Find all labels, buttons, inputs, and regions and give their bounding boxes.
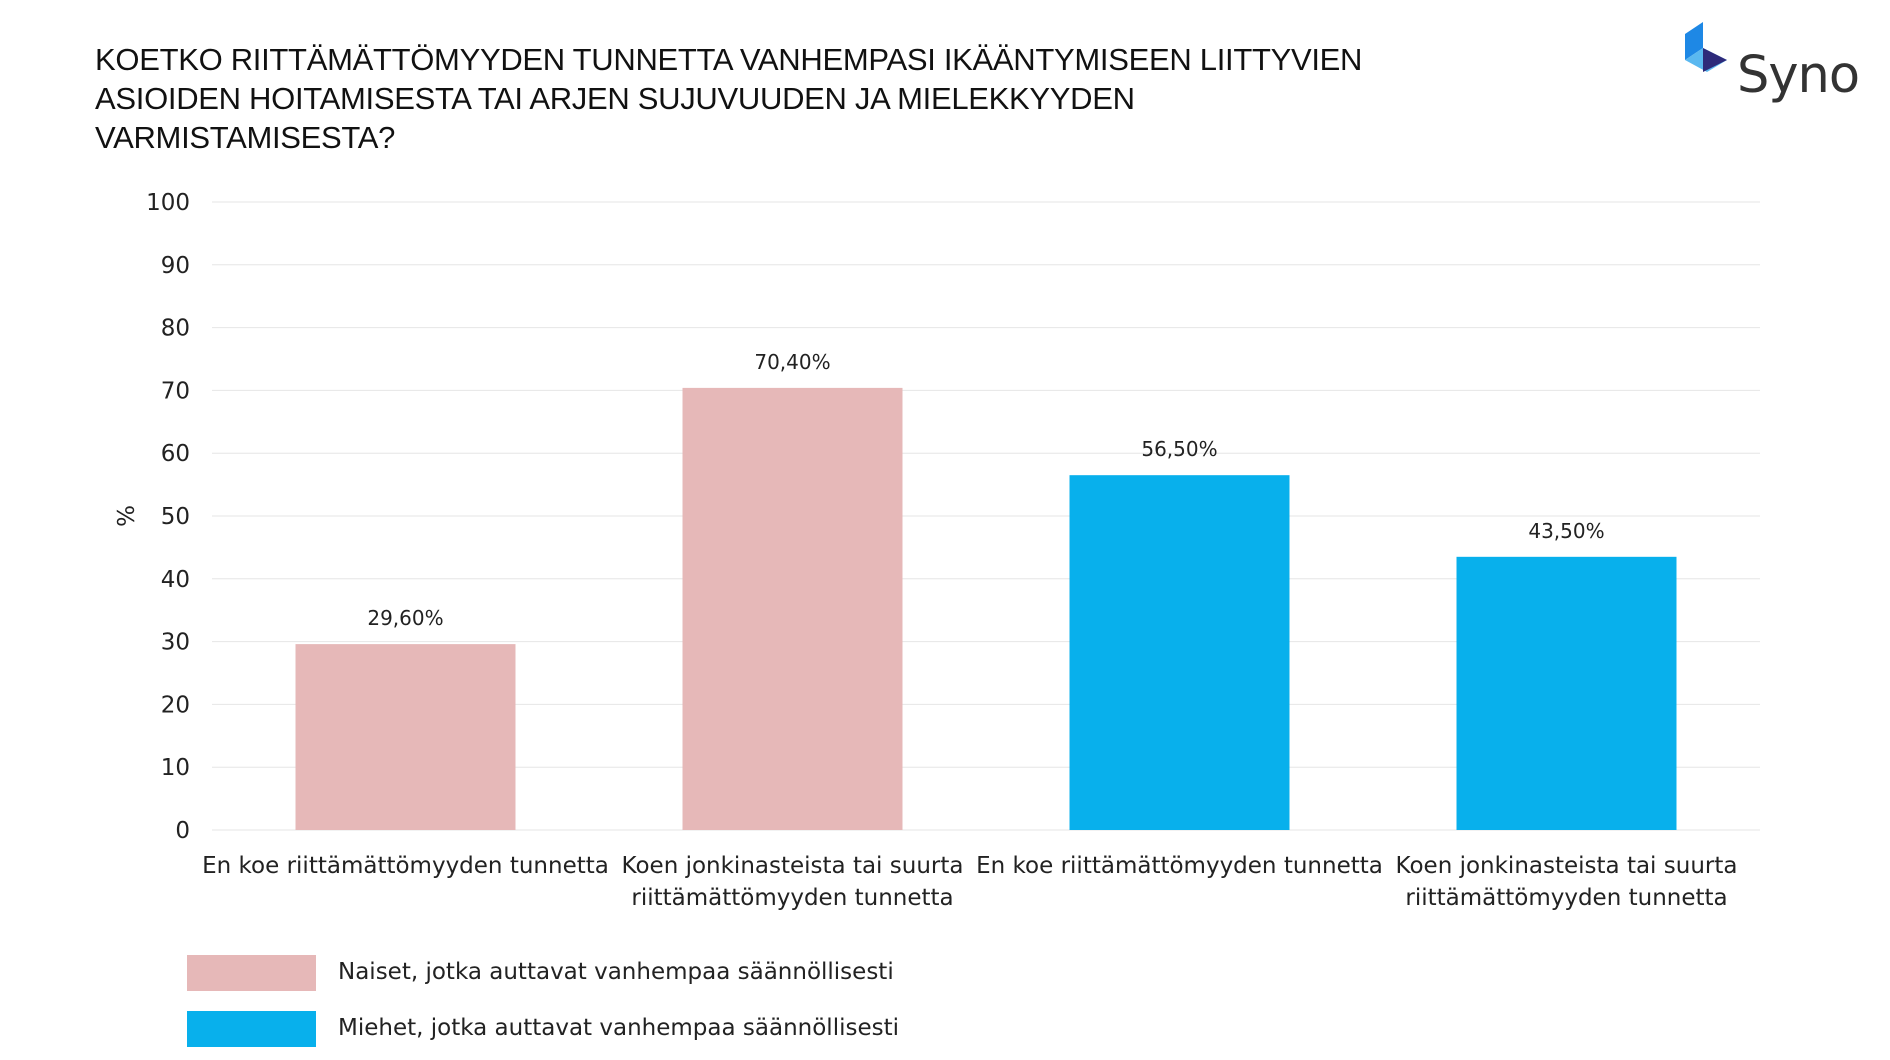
y-tick-label: 100: [146, 190, 190, 216]
y-tick-label: 10: [161, 755, 190, 781]
chart-title-line: VARMISTAMISESTA?: [95, 120, 396, 155]
syno-logo: Syno: [1685, 18, 1860, 108]
bar: [682, 387, 903, 830]
y-axis-label: %: [114, 505, 140, 527]
legend-swatch-naiset: [187, 955, 316, 991]
data-label: 70,40%: [754, 350, 830, 374]
y-tick-label: 80: [161, 316, 190, 342]
y-tick-label: 90: [161, 253, 190, 279]
y-tick-label: 30: [161, 630, 190, 656]
chart-title-line: KOETKO RIITTÄMÄTTÖMYYDEN TUNNETTA VANHEM…: [95, 42, 1363, 77]
legend-swatch-miehet: [187, 1011, 316, 1047]
x-tick-label: riittämättömyyden tunnetta: [1405, 885, 1727, 911]
x-tick-label: En koe riittämättömyyden tunnetta: [976, 853, 1383, 879]
legend-label-naiset: Naiset, jotka auttavat vanhempaa säännöl…: [338, 959, 894, 985]
y-tick-label: 20: [161, 692, 190, 718]
x-tick-label: riittämättömyyden tunnetta: [631, 885, 953, 911]
y-tick-label: 70: [161, 378, 190, 404]
x-tick-label: Koen jonkinasteista tai suurta: [622, 853, 964, 879]
data-label: 29,60%: [367, 606, 443, 630]
y-tick-label: 40: [161, 567, 190, 593]
y-tick-label: 50: [161, 504, 190, 530]
chart-title-line: ASIOIDEN HOITAMISESTA TAI ARJEN SUJUVUUD…: [95, 81, 1135, 116]
syno-cube-logo-icon: [1685, 22, 1727, 72]
data-label: 43,50%: [1528, 519, 1604, 543]
legend-label-miehet: Miehet, jotka auttavat vanhempaa säännöl…: [338, 1015, 899, 1041]
y-tick-label: 0: [175, 818, 190, 844]
bar: [295, 644, 516, 830]
bar: [1456, 556, 1677, 830]
x-tick-label: Koen jonkinasteista tai suurta: [1396, 853, 1738, 879]
data-label: 56,50%: [1141, 437, 1217, 461]
bar: [1069, 475, 1290, 830]
y-tick-label: 60: [161, 441, 190, 467]
x-tick-label: En koe riittämättömyyden tunnetta: [202, 853, 609, 879]
chart-title: KOETKO RIITTÄMÄTTÖMYYDEN TUNNETTA VANHEM…: [95, 40, 1495, 157]
syno-logo-text: Syno: [1737, 46, 1860, 105]
